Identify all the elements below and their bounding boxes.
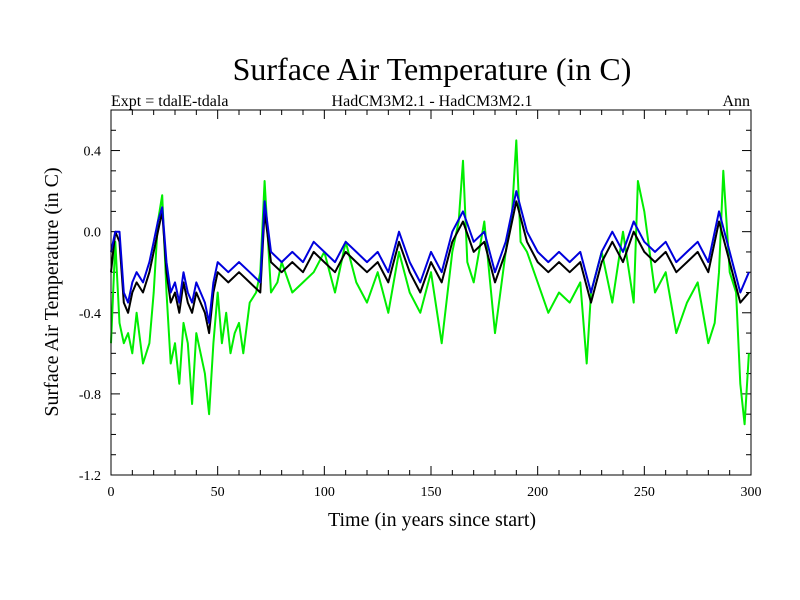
x-tick-label: 150 [421, 485, 442, 500]
chart-subtitle-experiment: Expt = tdalE-tdala [111, 93, 228, 110]
y-axis-label: Surface Air Temperature (in C) [41, 167, 63, 416]
x-tick-label: 50 [211, 485, 225, 500]
x-tick-label: 200 [527, 485, 548, 500]
y-tick-label: -0.4 [79, 307, 101, 322]
series-line-green [110, 139, 750, 426]
x-tick-label: 0 [108, 485, 115, 500]
chart-subtitle-models: HadCM3M2.1 - HadCM3M2.1 [332, 93, 533, 110]
chart-title: Surface Air Temperature (in C) [233, 51, 632, 87]
x-tick-labels: 0 50 100 150 200 250 300 [108, 485, 762, 500]
x-tick-label: 100 [314, 485, 335, 500]
y-tick-label: 0.0 [84, 226, 102, 241]
y-tick-label: -0.8 [79, 388, 101, 403]
chart-subtitle-season: Ann [722, 93, 750, 110]
data-series [110, 139, 750, 426]
x-axis-label: Time (in years since start) [328, 509, 536, 531]
series-line-blue [110, 190, 750, 324]
x-tick-label: 250 [634, 485, 655, 500]
plot-frame [110, 109, 752, 476]
series-line-black [110, 200, 750, 335]
y-tick-labels: -1.2 -0.8 -0.4 0.0 0.4 [79, 145, 101, 484]
y-tick-label: -1.2 [79, 469, 101, 484]
x-tick-label: 300 [741, 485, 762, 500]
y-tick-label: 0.4 [84, 145, 102, 160]
